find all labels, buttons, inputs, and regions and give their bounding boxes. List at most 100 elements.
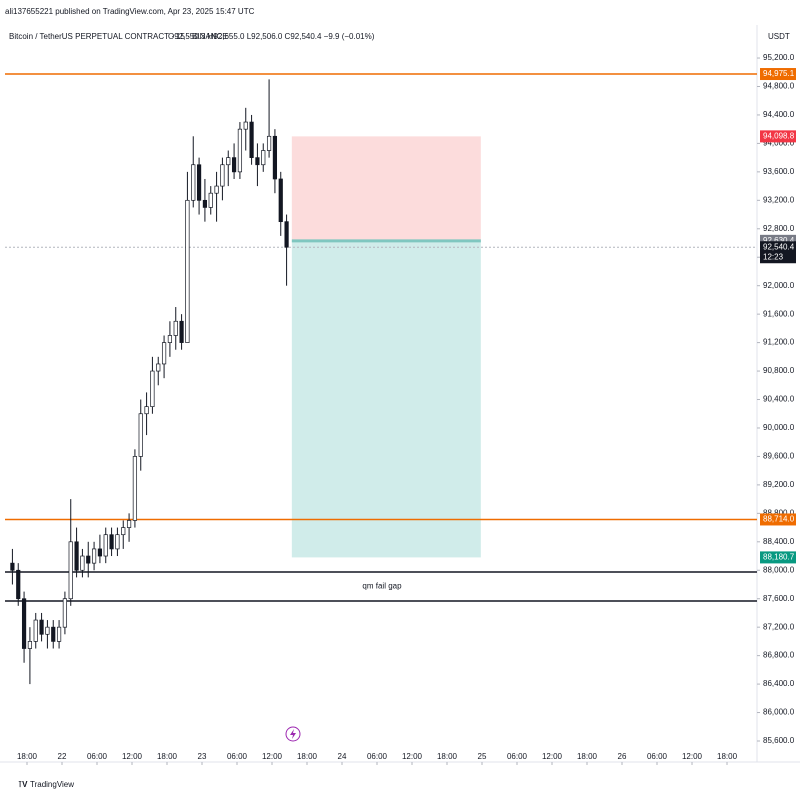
x-tick-label: 12:00 xyxy=(542,752,563,761)
candle-body xyxy=(126,520,132,528)
stop-zone xyxy=(291,136,481,241)
y-tick-label: 90,800.0 xyxy=(763,366,795,375)
candle-body xyxy=(214,185,219,194)
candle-body xyxy=(138,413,143,457)
candle-body xyxy=(86,555,91,564)
x-tick-label: 24 xyxy=(338,752,347,761)
y-tick-label: 86,800.0 xyxy=(763,651,795,660)
price-tag-label: 94,098.8 xyxy=(763,131,795,140)
candle-body xyxy=(121,527,126,536)
target-zone xyxy=(291,240,481,558)
price-tag-label: 92,540.4 xyxy=(763,242,795,251)
x-tick-label: 06:00 xyxy=(367,752,388,761)
x-tick-label: 18:00 xyxy=(717,752,738,761)
price-tag xyxy=(760,513,796,526)
y-tick-label: 94,400.0 xyxy=(763,110,795,119)
candle-body xyxy=(16,569,21,600)
candle-body xyxy=(109,534,114,550)
candle-body xyxy=(132,456,138,521)
x-tick-label: 26 xyxy=(618,752,627,761)
candle-body xyxy=(249,121,254,158)
published: ali137655221 published on TradingView.co… xyxy=(5,7,255,16)
y-tick-label: 94,000.0 xyxy=(763,139,795,148)
candle-body xyxy=(62,598,68,628)
candle-body xyxy=(39,619,44,635)
candle-body xyxy=(97,548,103,557)
y-tick-label: 86,400.0 xyxy=(763,679,795,688)
candle-body xyxy=(185,199,190,343)
x-tick-label: 22 xyxy=(58,752,67,761)
y-tick-label: 89,600.0 xyxy=(763,452,795,461)
candle-body xyxy=(179,320,184,343)
annotation: qm fail gap xyxy=(362,582,402,591)
y-tick-label: 89,200.0 xyxy=(763,480,795,489)
x-tick-label: 06:00 xyxy=(87,752,108,761)
x-tick-label: 12:00 xyxy=(402,752,423,761)
candle-body xyxy=(21,598,27,649)
currency: USDT xyxy=(768,32,790,41)
price-tag xyxy=(760,130,796,143)
price-tag-label: 94,975.1 xyxy=(763,69,795,78)
candle-body xyxy=(237,128,243,173)
x-tick-label: 25 xyxy=(478,752,487,761)
candle-body xyxy=(144,406,149,415)
price-tag-label: 88,714.0 xyxy=(763,515,795,524)
price-tag xyxy=(760,241,796,264)
y-tick-label: 95,200.0 xyxy=(763,53,795,62)
y-tick-label: 86,000.0 xyxy=(763,708,795,717)
y-tick-label: 93,200.0 xyxy=(763,195,795,204)
candle-body xyxy=(243,121,248,130)
candle-body xyxy=(74,541,79,571)
candle-body xyxy=(196,164,202,201)
x-tick-label: 18:00 xyxy=(297,752,318,761)
x-tick-label: 18:00 xyxy=(157,752,178,761)
x-tick-label: 06:00 xyxy=(227,752,248,761)
candle-body xyxy=(33,619,38,642)
candle-body xyxy=(45,626,50,635)
y-tick-label: 88,800.0 xyxy=(763,508,795,517)
x-tick-label: 18:00 xyxy=(577,752,598,761)
candle-body xyxy=(51,626,56,642)
candle-body xyxy=(266,135,272,151)
y-tick-label: 92,000.0 xyxy=(763,281,795,290)
y-tick-label: 88,400.0 xyxy=(763,537,795,546)
candle-body xyxy=(156,363,161,372)
candle-body xyxy=(167,335,173,343)
price-tag-label: 88,180.7 xyxy=(763,553,795,562)
y-tick-label: 90,400.0 xyxy=(763,395,795,404)
candle-body xyxy=(191,164,196,201)
x-tick-label: 12:00 xyxy=(682,752,703,761)
candle-body xyxy=(284,221,289,248)
candle-body xyxy=(261,150,266,166)
candle-body xyxy=(226,157,231,166)
x-tick-label: 12:00 xyxy=(262,752,283,761)
event-icon-bolt xyxy=(290,729,296,739)
y-tick-label: 92,800.0 xyxy=(763,224,795,233)
ohlc-summary: O92,550.3 H92,655.0 L92,506.0 C92,540.4 … xyxy=(168,32,375,41)
candle-body xyxy=(231,157,237,173)
y-tick-label: 90,000.0 xyxy=(763,423,795,432)
x-tick-label: 23 xyxy=(198,752,207,761)
y-tick-label: 93,600.0 xyxy=(763,167,795,176)
y-tick-label: 94,800.0 xyxy=(763,82,795,91)
candle-body xyxy=(272,135,278,180)
y-tick-label: 88,000.0 xyxy=(763,565,795,574)
x-tick-label: 18:00 xyxy=(17,752,38,761)
price-tag-label: 92,630.4 xyxy=(763,236,795,245)
y-tick-label: 91,600.0 xyxy=(763,309,795,318)
footer-logo: ⊺V xyxy=(18,780,28,789)
y-tick-label: 91,200.0 xyxy=(763,338,795,347)
candle-body xyxy=(255,157,260,166)
x-tick-label: 06:00 xyxy=(507,752,528,761)
candle-body xyxy=(80,555,85,571)
y-tick-label: 87,600.0 xyxy=(763,594,795,603)
countdown: 12:23 xyxy=(763,252,784,261)
event-icon[interactable] xyxy=(285,726,301,742)
y-tick-label: 87,200.0 xyxy=(763,622,795,631)
candle-body xyxy=(278,178,283,223)
x-tick-label: 18:00 xyxy=(437,752,458,761)
x-tick-label: 12:00 xyxy=(122,752,143,761)
y-tick-label: 85,600.0 xyxy=(763,736,795,745)
candle-body xyxy=(202,199,208,208)
